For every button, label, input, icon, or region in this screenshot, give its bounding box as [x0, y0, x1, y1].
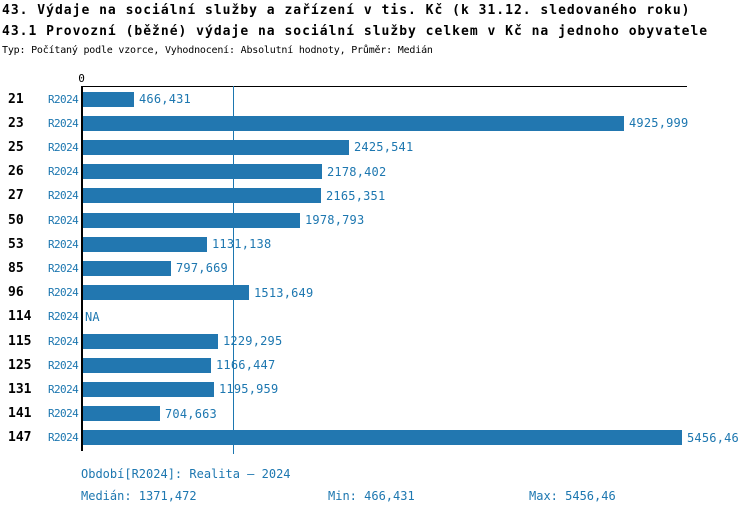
row-category-label: 50 — [8, 212, 24, 228]
row-category-label: 131 — [8, 381, 32, 397]
row-series-label: R2024 — [48, 140, 79, 154]
row-category-label: 141 — [8, 406, 32, 422]
row-series-label: R2024 — [48, 213, 79, 227]
bar-value-label: 1195,959 — [219, 382, 279, 397]
row-series-label: R2024 — [48, 407, 79, 421]
row-series-label: R2024 — [48, 92, 79, 106]
bar-value-label: 2425,541 — [354, 140, 414, 155]
chart-row: 114 R2024 NA — [0, 305, 750, 329]
bar-value-label: NA — [85, 309, 100, 324]
value-bar — [83, 285, 249, 301]
chart-row: 96 R2024 1513,649 — [0, 281, 750, 305]
bar-value-label: 704,663 — [165, 406, 217, 421]
bar-value-label: 2165,351 — [326, 188, 386, 203]
value-bar — [83, 236, 207, 252]
row-category-label: 25 — [8, 139, 24, 155]
bar-value-label: 4925,999 — [629, 116, 689, 131]
row-series-label: R2024 — [48, 286, 79, 300]
row-series-label: R2024 — [48, 382, 79, 396]
chart-row: 27 R2024 2165,351 — [0, 184, 750, 208]
chart-row: 131 R2024 1195,959 — [0, 377, 750, 401]
row-series-label: R2024 — [48, 310, 79, 324]
value-bar — [83, 430, 682, 446]
row-category-label: 26 — [8, 164, 24, 180]
value-bar — [83, 139, 349, 155]
report-meta-line: Typ: Počítaný podle vzorce, Vyhodnocení:… — [2, 45, 433, 56]
value-bar — [83, 260, 171, 276]
row-category-label: 125 — [8, 357, 32, 373]
median-line — [233, 86, 234, 454]
row-category-label: 147 — [8, 430, 32, 446]
bar-value-label: 2178,402 — [327, 164, 387, 179]
row-category-label: 53 — [8, 236, 24, 252]
row-series-label: R2024 — [48, 116, 79, 130]
chart-row: 50 R2024 1978,793 — [0, 208, 750, 232]
value-bar — [83, 406, 160, 422]
value-bar — [83, 164, 322, 180]
bar-value-label: 797,669 — [176, 261, 228, 276]
chart-row: 25 R2024 2425,541 — [0, 135, 750, 159]
bar-value-label: 1513,649 — [254, 285, 314, 300]
x-axis-line — [81, 86, 687, 87]
value-bar — [83, 115, 624, 131]
row-category-label: 114 — [8, 309, 32, 325]
chart-row: 21 R2024 466,431 — [0, 87, 750, 111]
row-series-label: R2024 — [48, 431, 79, 445]
bar-value-label: 466,431 — [139, 92, 191, 107]
row-category-label: 27 — [8, 188, 24, 204]
row-series-label: R2024 — [48, 261, 79, 275]
row-category-label: 115 — [8, 333, 32, 349]
chart-rows: 21 R2024 466,431 23 R2024 4925,999 25 R2… — [0, 87, 750, 451]
bar-value-label: 1131,138 — [212, 237, 272, 252]
row-series-label: R2024 — [48, 358, 79, 372]
value-bar — [83, 212, 300, 228]
row-category-label: 23 — [8, 115, 24, 131]
bar-value-label: 1978,793 — [305, 213, 365, 228]
y-axis-line — [81, 86, 83, 451]
row-series-label: R2024 — [48, 237, 79, 251]
footer-min-label: Min: 466,431 — [328, 489, 415, 503]
footer-median-label: Medián: 1371,472 — [81, 489, 197, 503]
row-category-label: 96 — [8, 285, 24, 301]
chart-row: 141 R2024 704,663 — [0, 402, 750, 426]
bar-value-label: 5456,46 — [687, 430, 739, 445]
value-bar — [83, 188, 321, 204]
chart-row: 53 R2024 1131,138 — [0, 232, 750, 256]
value-bar — [83, 357, 211, 373]
chart-row: 125 R2024 1166,447 — [0, 353, 750, 377]
row-series-label: R2024 — [48, 165, 79, 179]
footer-period-label: Období[R2024]: Realita – 2024 — [81, 467, 291, 481]
bar-value-label: 1166,447 — [216, 358, 276, 373]
chart-row: 147 R2024 5456,46 — [0, 426, 750, 450]
value-bar — [83, 381, 214, 397]
row-series-label: R2024 — [48, 334, 79, 348]
report-title: 43. Výdaje na sociální služby a zařízení… — [2, 3, 691, 18]
row-category-label: 21 — [8, 91, 24, 107]
x-axis-zero-label: 0 — [78, 72, 85, 85]
chart-row: 115 R2024 1229,295 — [0, 329, 750, 353]
value-bar — [83, 333, 218, 349]
bar-value-label: 1229,295 — [223, 334, 283, 349]
value-bar — [83, 91, 134, 107]
chart-row: 85 R2024 797,669 — [0, 256, 750, 280]
footer-max-label: Max: 5456,46 — [529, 489, 616, 503]
chart-row: 23 R2024 4925,999 — [0, 111, 750, 135]
row-series-label: R2024 — [48, 189, 79, 203]
chart-row: 26 R2024 2178,402 — [0, 160, 750, 184]
row-category-label: 85 — [8, 260, 24, 276]
report-subtitle: 43.1 Provozní (běžné) výdaje na sociální… — [2, 24, 709, 39]
